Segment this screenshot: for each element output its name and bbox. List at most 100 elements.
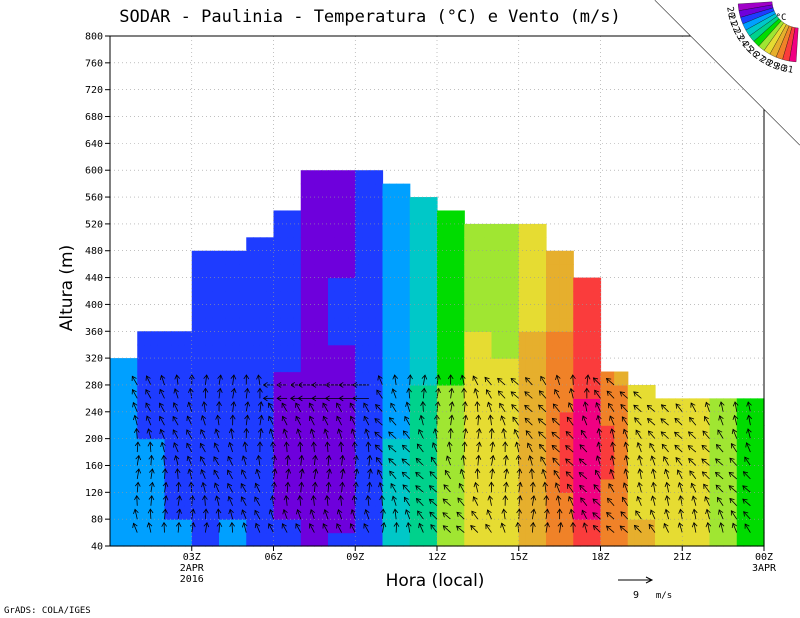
temperature-cell — [498, 438, 506, 453]
temperature-cell — [239, 398, 247, 413]
temperature-cell — [566, 277, 574, 292]
temperature-cell — [355, 371, 363, 386]
y-tick-label: 160 — [85, 461, 103, 472]
temperature-cell — [443, 519, 452, 534]
temperature-cell — [627, 398, 636, 413]
x-tick-label: 21Z — [673, 552, 691, 563]
temperature-cell — [396, 425, 404, 440]
temperature-cell — [368, 438, 377, 453]
temperature-cell — [552, 304, 561, 319]
temperature-cell — [171, 505, 179, 520]
temperature-cell — [689, 425, 697, 440]
temperature-cell — [225, 519, 234, 534]
temperature-cell — [539, 465, 547, 480]
y-tick-label: 120 — [85, 488, 103, 499]
temperature-cell — [416, 398, 424, 413]
wind-arrow — [676, 469, 683, 480]
temperature-cell — [164, 438, 172, 453]
temperature-cell — [280, 304, 288, 319]
temperature-cell — [110, 425, 118, 440]
temperature-cell — [416, 237, 424, 252]
wind-arrow — [365, 441, 372, 453]
temperature-cell — [110, 452, 118, 467]
temperature-cell — [348, 438, 356, 453]
wind-arrow — [322, 402, 329, 412]
temperature-cell — [307, 317, 315, 332]
legend-level-label: 20 — [724, 6, 736, 18]
temperature-cell — [150, 519, 159, 534]
temperature-cell — [580, 291, 588, 306]
temperature-cell — [362, 398, 370, 413]
temperature-cell — [205, 492, 213, 507]
temperature-cell — [130, 519, 138, 534]
temperature-cell — [586, 317, 595, 332]
temperature-cell — [437, 264, 445, 279]
temperature-cell — [464, 532, 472, 547]
temperature-cell — [321, 358, 329, 373]
temperature-cell — [212, 277, 220, 292]
temperature-cell — [219, 452, 227, 467]
temperature-cell — [620, 519, 629, 534]
temperature-cell — [246, 438, 254, 453]
temperature-cell — [314, 344, 322, 359]
temperature-cell — [430, 452, 438, 467]
temperature-cell — [110, 411, 118, 426]
wind-arrow — [524, 377, 533, 386]
temperature-cell — [423, 210, 431, 225]
temperature-cell — [375, 304, 384, 319]
wind-arrow — [623, 454, 630, 466]
temperature-cell — [505, 452, 513, 467]
wind-arrow — [172, 402, 179, 412]
wind-arrow — [228, 508, 234, 520]
temperature-cell — [368, 398, 377, 413]
temperature-cell — [362, 304, 370, 319]
temperature-cell — [205, 317, 213, 332]
temperature-cell — [396, 358, 404, 373]
temperature-cell — [171, 358, 179, 373]
temperature-cell — [634, 384, 642, 399]
wind-arrow — [606, 512, 615, 520]
temperature-cell — [321, 532, 329, 547]
temperature-cell — [280, 532, 288, 547]
chart-title: SODAR - Paulinia - Temperatura (°C) e Ve… — [119, 7, 621, 27]
temperature-cell — [430, 358, 438, 373]
temperature-cell — [457, 237, 465, 252]
temperature-cell — [280, 291, 288, 306]
temperature-cell — [396, 371, 404, 386]
temperature-cell — [300, 304, 309, 319]
temperature-cell — [110, 492, 118, 507]
x-tick-label: 09Z — [346, 552, 364, 563]
temperature-cell — [757, 505, 765, 520]
temperature-cell — [586, 398, 595, 413]
temperature-cell — [150, 465, 159, 480]
wind-arrow — [186, 455, 193, 466]
temperature-cell — [307, 210, 315, 225]
temperature-cell — [668, 532, 677, 547]
temperature-cell — [137, 358, 145, 373]
temperature-cell — [511, 505, 520, 520]
temperature-cell — [491, 398, 499, 413]
temperature-cell — [450, 304, 459, 319]
temperature-cell — [464, 223, 472, 238]
temperature-cell — [668, 505, 677, 520]
temperature-cell — [416, 197, 424, 212]
wind-arrow — [635, 429, 642, 439]
temperature-cell — [634, 438, 642, 453]
wind-arrow — [162, 508, 168, 520]
wind-arrow — [257, 427, 264, 439]
temperature-cell — [641, 438, 649, 453]
temperature-cell — [450, 478, 459, 493]
wind-arrow — [254, 522, 261, 533]
temperature-cell — [471, 344, 479, 359]
temperature-cell — [709, 425, 717, 440]
wind-arrow — [390, 482, 397, 493]
temperature-cell — [219, 478, 227, 493]
temperature-cell — [437, 210, 445, 225]
temperature-cell — [518, 277, 527, 292]
temperature-cell — [505, 264, 513, 279]
temperature-cell — [437, 317, 445, 332]
temperature-cell — [273, 532, 281, 547]
temperature-cell — [559, 304, 568, 319]
temperature-cell — [723, 492, 731, 507]
temperature-cell — [491, 532, 499, 547]
